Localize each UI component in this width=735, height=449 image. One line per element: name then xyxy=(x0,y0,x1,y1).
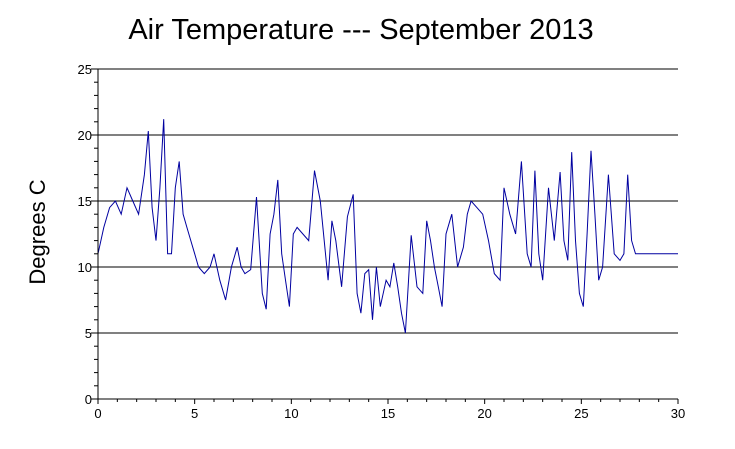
x-tick-labels: 0 5 10 15 20 25 30 xyxy=(94,399,685,421)
x-tick-label: 25 xyxy=(574,406,588,421)
x-tick-label: 20 xyxy=(477,406,491,421)
x-tick-label: 10 xyxy=(284,406,298,421)
y-tick-label: 25 xyxy=(78,62,92,77)
grid-lines xyxy=(98,68,678,334)
y-tick-label: 0 xyxy=(85,392,92,407)
y-tick-label: 20 xyxy=(78,128,92,143)
y-tick-label: 15 xyxy=(78,194,92,209)
x-tick-label: 5 xyxy=(191,406,198,421)
x-tick-label: 0 xyxy=(94,406,101,421)
chart-title: Air Temperature --- September 2013 xyxy=(128,14,594,46)
y-tick-label: 10 xyxy=(78,260,92,275)
x-tick-label: 15 xyxy=(381,406,395,421)
axes xyxy=(97,69,678,400)
y-tick-label: 5 xyxy=(85,326,92,341)
y-minor-ticks xyxy=(91,68,98,400)
x-tick-label: 30 xyxy=(671,406,685,421)
y-tick-labels: 0 5 10 15 20 25 xyxy=(78,62,92,407)
temperature-series-line xyxy=(97,119,678,334)
